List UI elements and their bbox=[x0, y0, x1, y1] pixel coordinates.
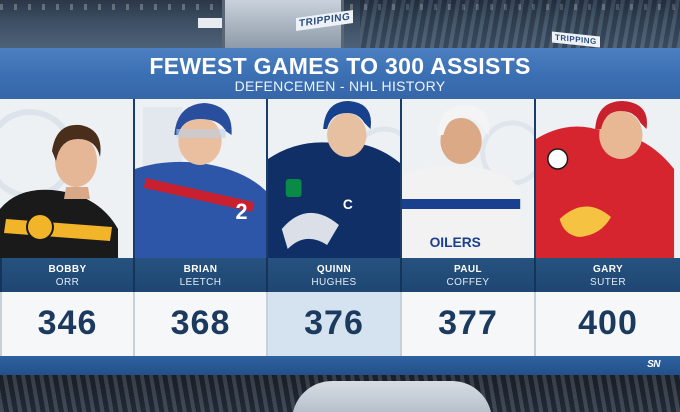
player-card: 2 BRIAN LEETCH 368 bbox=[133, 99, 266, 356]
player-photo bbox=[534, 99, 680, 258]
player-first-name: BRIAN bbox=[183, 264, 218, 275]
games-value: 376 bbox=[304, 304, 364, 342]
player-last-name: LEETCH bbox=[179, 277, 222, 288]
player-photo: C bbox=[266, 99, 400, 258]
player-card: BOBBY ORR 346 bbox=[0, 99, 133, 356]
games-value: 400 bbox=[578, 304, 638, 342]
jersey-lettering bbox=[143, 178, 255, 212]
games-value: 346 bbox=[37, 304, 98, 342]
games-value-box: 368 bbox=[133, 292, 266, 356]
graphic-subtitle: DEFENCEMEN - NHL HISTORY bbox=[234, 78, 446, 94]
svg-text:OILERS: OILERS bbox=[430, 234, 481, 250]
svg-text:C: C bbox=[343, 196, 353, 212]
player-card: OILERS PAUL COFFEY 377 bbox=[400, 99, 534, 356]
arena-background-top: TRIPPING TRIPPING bbox=[0, 0, 680, 48]
arena-banner bbox=[198, 18, 228, 28]
svg-text:2: 2 bbox=[235, 199, 247, 224]
player-card: C QUINN HUGHES 376 bbox=[266, 99, 400, 356]
player-last-name: ORR bbox=[55, 277, 80, 288]
ice-rink bbox=[292, 381, 492, 412]
player-name-box: QUINN HUGHES bbox=[266, 258, 400, 292]
player-name-box: BOBBY ORR bbox=[0, 258, 133, 292]
player-photo: 2 bbox=[133, 99, 266, 258]
games-value: 368 bbox=[170, 304, 231, 342]
games-value-box: 377 bbox=[400, 292, 534, 356]
jersey-patch bbox=[285, 179, 302, 197]
sportsnet-logo: SN bbox=[647, 359, 660, 370]
player-photo: OILERS bbox=[400, 99, 534, 258]
player-cards: BOBBY ORR 346 2 BRIAN LEETCH 368 bbox=[0, 99, 680, 356]
jersey-stripe bbox=[402, 199, 521, 209]
player-first-name: QUINN bbox=[316, 264, 352, 275]
arena-crowd bbox=[360, 0, 680, 48]
footer-bar: SN bbox=[0, 356, 680, 375]
jersey-logo bbox=[559, 206, 611, 237]
player-last-name: SUTER bbox=[590, 277, 626, 288]
arena-background-bottom bbox=[0, 375, 680, 412]
player-name-box: GARY SUTER bbox=[534, 258, 680, 292]
player-first-name: PAUL bbox=[453, 264, 483, 275]
games-value: 377 bbox=[438, 304, 498, 342]
player-name-box: PAUL COFFEY bbox=[400, 258, 534, 292]
graphic-title: FEWEST GAMES TO 300 ASSISTS bbox=[149, 53, 531, 79]
player-photo bbox=[0, 99, 133, 258]
player-first-name: BOBBY bbox=[48, 264, 87, 275]
player-first-name: GARY bbox=[592, 264, 624, 275]
player-last-name: HUGHES bbox=[311, 277, 357, 288]
games-value-box: 376 bbox=[266, 292, 400, 356]
games-value-box: 400 bbox=[534, 292, 680, 356]
jersey bbox=[402, 166, 521, 258]
games-value-box: 346 bbox=[0, 292, 133, 356]
player-last-name: COFFEY bbox=[446, 277, 490, 288]
title-bar: FEWEST GAMES TO 300 ASSISTS DEFENCEMEN -… bbox=[0, 48, 680, 99]
player-name-box: BRIAN LEETCH bbox=[133, 258, 266, 292]
player-card: GARY SUTER 400 bbox=[534, 99, 680, 356]
